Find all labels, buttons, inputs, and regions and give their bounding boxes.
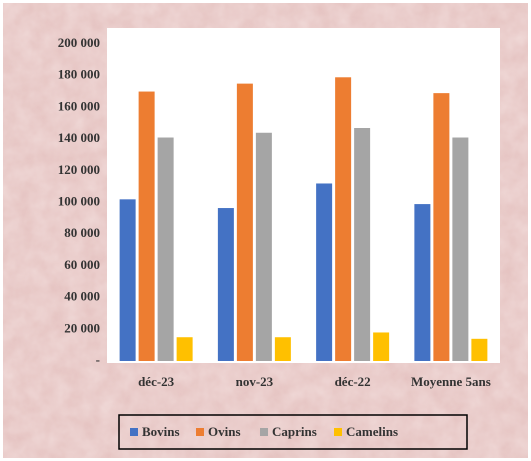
y-tick-label: 100 000	[58, 193, 100, 208]
y-tick-label: 120 000	[58, 162, 100, 177]
legend-label: Ovins	[208, 424, 241, 439]
bar	[274, 337, 291, 361]
x-tick-label: Moyenne 5ans	[411, 374, 491, 389]
bar	[217, 208, 234, 361]
y-tick-label: 200 000	[58, 35, 100, 50]
bar	[471, 338, 488, 361]
legend-swatch	[130, 428, 138, 436]
bar	[176, 337, 193, 361]
y-tick-label: -	[96, 352, 100, 367]
y-tick-label: 140 000	[58, 130, 100, 145]
bar	[138, 91, 155, 362]
bar	[373, 332, 390, 361]
bar	[157, 137, 174, 361]
legend-swatch	[196, 428, 204, 436]
bar	[335, 77, 352, 361]
x-tick-label: déc-22	[335, 374, 371, 389]
legend-box	[118, 414, 468, 450]
bar	[255, 132, 272, 361]
bar	[119, 199, 136, 361]
bar	[316, 183, 333, 361]
bar	[236, 83, 253, 361]
y-tick-label: 20 000	[64, 320, 100, 335]
legend-swatch	[260, 428, 268, 436]
bar	[433, 93, 450, 361]
x-tick-label: nov-23	[236, 374, 274, 389]
x-tick-label: déc-23	[138, 374, 175, 389]
y-tick-label: 180 000	[58, 67, 100, 82]
bar	[452, 137, 469, 361]
y-tick-label: 80 000	[64, 225, 100, 240]
bar	[414, 204, 431, 361]
y-tick-label: 40 000	[64, 289, 100, 304]
y-tick-label: 160 000	[58, 98, 100, 113]
legend-label: Camelins	[346, 424, 398, 439]
bar	[354, 128, 371, 361]
legend-label: Bovins	[142, 424, 180, 439]
y-tick-label: 60 000	[64, 257, 100, 272]
legend-label: Caprins	[272, 424, 317, 439]
legend-swatch	[334, 428, 342, 436]
